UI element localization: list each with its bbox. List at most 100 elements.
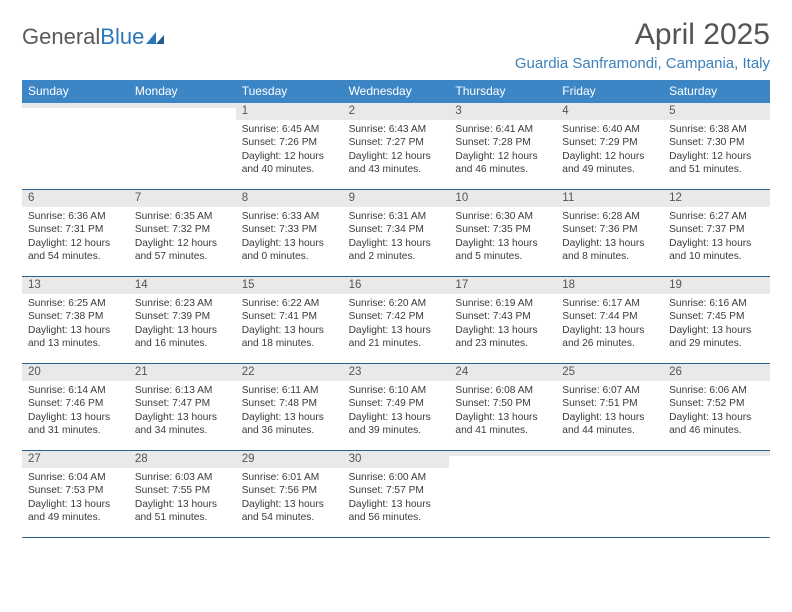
- sunset-text: Sunset: 7:41 PM: [242, 310, 337, 323]
- daylight-text: Daylight: 13 hours and 41 minutes.: [455, 411, 550, 438]
- day-details: Sunrise: 6:22 AMSunset: 7:41 PMDaylight:…: [236, 294, 343, 355]
- day-details: [22, 108, 129, 166]
- day-cell: 10Sunrise: 6:30 AMSunset: 7:35 PMDayligh…: [449, 190, 556, 276]
- day-details: Sunrise: 6:10 AMSunset: 7:49 PMDaylight:…: [343, 381, 450, 442]
- day-number: 2: [343, 103, 450, 120]
- day-cell: 4Sunrise: 6:40 AMSunset: 7:29 PMDaylight…: [556, 103, 663, 189]
- day-cell: 6Sunrise: 6:36 AMSunset: 7:31 PMDaylight…: [22, 190, 129, 276]
- sunrise-text: Sunrise: 6:45 AM: [242, 123, 337, 136]
- sunset-text: Sunset: 7:55 PM: [135, 484, 230, 497]
- day-number: 26: [663, 364, 770, 381]
- day-details: Sunrise: 6:14 AMSunset: 7:46 PMDaylight:…: [22, 381, 129, 442]
- brand-logo: GeneralBlue: [22, 18, 166, 50]
- daylight-text: Daylight: 13 hours and 26 minutes.: [562, 324, 657, 351]
- day-number: 14: [129, 277, 236, 294]
- day-cell: [22, 103, 129, 189]
- day-details: Sunrise: 6:30 AMSunset: 7:35 PMDaylight:…: [449, 207, 556, 268]
- weekday-label: Friday: [556, 80, 663, 103]
- day-number: 4: [556, 103, 663, 120]
- daylight-text: Daylight: 12 hours and 49 minutes.: [562, 150, 657, 177]
- day-details: Sunrise: 6:13 AMSunset: 7:47 PMDaylight:…: [129, 381, 236, 442]
- day-details: Sunrise: 6:19 AMSunset: 7:43 PMDaylight:…: [449, 294, 556, 355]
- sunrise-text: Sunrise: 6:36 AM: [28, 210, 123, 223]
- sunset-text: Sunset: 7:37 PM: [669, 223, 764, 236]
- weeks-container: 1Sunrise: 6:45 AMSunset: 7:26 PMDaylight…: [22, 103, 770, 538]
- sunset-text: Sunset: 7:31 PM: [28, 223, 123, 236]
- week-row: 1Sunrise: 6:45 AMSunset: 7:26 PMDaylight…: [22, 103, 770, 190]
- day-details: Sunrise: 6:25 AMSunset: 7:38 PMDaylight:…: [22, 294, 129, 355]
- sunrise-text: Sunrise: 6:14 AM: [28, 384, 123, 397]
- day-number: 25: [556, 364, 663, 381]
- sunrise-text: Sunrise: 6:10 AM: [349, 384, 444, 397]
- sunrise-text: Sunrise: 6:33 AM: [242, 210, 337, 223]
- sunset-text: Sunset: 7:43 PM: [455, 310, 550, 323]
- sunrise-text: Sunrise: 6:13 AM: [135, 384, 230, 397]
- sunrise-text: Sunrise: 6:23 AM: [135, 297, 230, 310]
- day-number: 8: [236, 190, 343, 207]
- daylight-text: Daylight: 13 hours and 31 minutes.: [28, 411, 123, 438]
- weekday-label: Sunday: [22, 80, 129, 103]
- sunrise-text: Sunrise: 6:28 AM: [562, 210, 657, 223]
- day-number: 20: [22, 364, 129, 381]
- day-number: 27: [22, 451, 129, 468]
- daylight-text: Daylight: 12 hours and 46 minutes.: [455, 150, 550, 177]
- day-number: 1: [236, 103, 343, 120]
- day-details: Sunrise: 6:43 AMSunset: 7:27 PMDaylight:…: [343, 120, 450, 181]
- sunset-text: Sunset: 7:33 PM: [242, 223, 337, 236]
- sunrise-text: Sunrise: 6:19 AM: [455, 297, 550, 310]
- day-number: 29: [236, 451, 343, 468]
- sunset-text: Sunset: 7:50 PM: [455, 397, 550, 410]
- day-cell: 5Sunrise: 6:38 AMSunset: 7:30 PMDaylight…: [663, 103, 770, 189]
- sunrise-text: Sunrise: 6:06 AM: [669, 384, 764, 397]
- sunset-text: Sunset: 7:28 PM: [455, 136, 550, 149]
- day-details: Sunrise: 6:03 AMSunset: 7:55 PMDaylight:…: [129, 468, 236, 529]
- daylight-text: Daylight: 12 hours and 57 minutes.: [135, 237, 230, 264]
- sunrise-text: Sunrise: 6:35 AM: [135, 210, 230, 223]
- title-block: April 2025 Guardia Sanframondi, Campania…: [515, 18, 770, 72]
- day-cell: 29Sunrise: 6:01 AMSunset: 7:56 PMDayligh…: [236, 451, 343, 537]
- day-cell: 7Sunrise: 6:35 AMSunset: 7:32 PMDaylight…: [129, 190, 236, 276]
- day-cell: 8Sunrise: 6:33 AMSunset: 7:33 PMDaylight…: [236, 190, 343, 276]
- day-number: 13: [22, 277, 129, 294]
- day-details: [663, 456, 770, 514]
- day-cell: 30Sunrise: 6:00 AMSunset: 7:57 PMDayligh…: [343, 451, 450, 537]
- weekday-label: Tuesday: [236, 80, 343, 103]
- day-number: 30: [343, 451, 450, 468]
- sunset-text: Sunset: 7:48 PM: [242, 397, 337, 410]
- day-details: Sunrise: 6:45 AMSunset: 7:26 PMDaylight:…: [236, 120, 343, 181]
- brand-part2: Blue: [100, 24, 144, 50]
- sunrise-text: Sunrise: 6:43 AM: [349, 123, 444, 136]
- weekday-label: Thursday: [449, 80, 556, 103]
- daylight-text: Daylight: 13 hours and 34 minutes.: [135, 411, 230, 438]
- day-cell: 17Sunrise: 6:19 AMSunset: 7:43 PMDayligh…: [449, 277, 556, 363]
- sunrise-text: Sunrise: 6:16 AM: [669, 297, 764, 310]
- day-details: [129, 108, 236, 166]
- sunset-text: Sunset: 7:45 PM: [669, 310, 764, 323]
- day-cell: 12Sunrise: 6:27 AMSunset: 7:37 PMDayligh…: [663, 190, 770, 276]
- day-details: Sunrise: 6:06 AMSunset: 7:52 PMDaylight:…: [663, 381, 770, 442]
- sunrise-text: Sunrise: 6:31 AM: [349, 210, 444, 223]
- day-cell: 2Sunrise: 6:43 AMSunset: 7:27 PMDaylight…: [343, 103, 450, 189]
- day-details: Sunrise: 6:33 AMSunset: 7:33 PMDaylight:…: [236, 207, 343, 268]
- sunset-text: Sunset: 7:38 PM: [28, 310, 123, 323]
- day-details: Sunrise: 6:36 AMSunset: 7:31 PMDaylight:…: [22, 207, 129, 268]
- day-number: 12: [663, 190, 770, 207]
- day-details: Sunrise: 6:11 AMSunset: 7:48 PMDaylight:…: [236, 381, 343, 442]
- day-number: 23: [343, 364, 450, 381]
- daylight-text: Daylight: 13 hours and 5 minutes.: [455, 237, 550, 264]
- daylight-text: Daylight: 12 hours and 54 minutes.: [28, 237, 123, 264]
- daylight-text: Daylight: 13 hours and 18 minutes.: [242, 324, 337, 351]
- day-cell: 13Sunrise: 6:25 AMSunset: 7:38 PMDayligh…: [22, 277, 129, 363]
- daylight-text: Daylight: 12 hours and 43 minutes.: [349, 150, 444, 177]
- day-details: [449, 456, 556, 514]
- day-details: Sunrise: 6:17 AMSunset: 7:44 PMDaylight:…: [556, 294, 663, 355]
- day-cell: 22Sunrise: 6:11 AMSunset: 7:48 PMDayligh…: [236, 364, 343, 450]
- sunrise-text: Sunrise: 6:22 AM: [242, 297, 337, 310]
- daylight-text: Daylight: 13 hours and 46 minutes.: [669, 411, 764, 438]
- week-row: 20Sunrise: 6:14 AMSunset: 7:46 PMDayligh…: [22, 364, 770, 451]
- weekday-label: Wednesday: [343, 80, 450, 103]
- day-cell: 20Sunrise: 6:14 AMSunset: 7:46 PMDayligh…: [22, 364, 129, 450]
- daylight-text: Daylight: 13 hours and 56 minutes.: [349, 498, 444, 525]
- sunrise-text: Sunrise: 6:08 AM: [455, 384, 550, 397]
- sunrise-text: Sunrise: 6:41 AM: [455, 123, 550, 136]
